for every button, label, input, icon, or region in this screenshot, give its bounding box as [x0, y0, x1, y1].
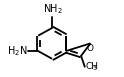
Text: 3: 3 — [92, 66, 96, 71]
Text: NH$_2$: NH$_2$ — [43, 3, 63, 16]
Text: CH: CH — [86, 62, 99, 71]
Text: O: O — [87, 44, 94, 53]
Text: H$_2$N: H$_2$N — [7, 44, 27, 58]
